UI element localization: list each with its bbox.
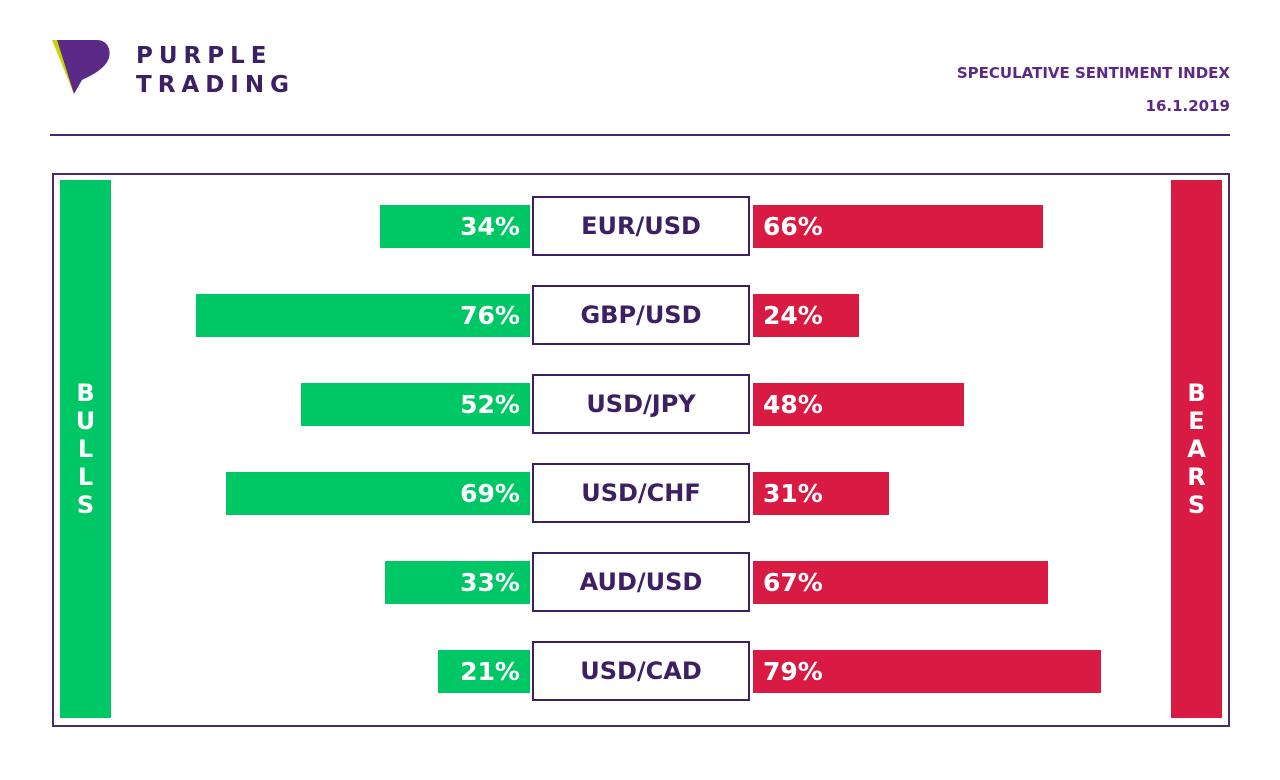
header-divider [50, 134, 1230, 136]
bulls-bar: 52% [301, 383, 530, 426]
bears-bar: 24% [753, 294, 859, 337]
bulls-label-letter: S [76, 491, 95, 519]
bears-label-letter: B [1187, 379, 1206, 407]
bulls-label-letter: B [76, 379, 95, 407]
bulls-value-label: 21% [460, 657, 520, 686]
bears-bar: 66% [753, 205, 1044, 248]
bears-label-letter: R [1187, 463, 1206, 491]
bears-value-label: 24% [763, 301, 823, 330]
bulls-bar: 76% [195, 294, 530, 337]
bears-label-letter: E [1188, 407, 1205, 435]
brand-line-1: PURPLE [136, 43, 273, 69]
bulls-bar: 69% [226, 472, 530, 515]
bears-value-label: 67% [763, 568, 823, 597]
brand-line-2: TRADING [136, 72, 295, 98]
currency-pair-label: EUR/USD [532, 196, 750, 256]
bulls-bar: 21% [437, 650, 530, 693]
bears-value-label: 66% [763, 212, 823, 241]
bulls-label-letter: L [77, 435, 94, 463]
bulls-value-label: 33% [460, 568, 520, 597]
bears-bar: 48% [753, 383, 965, 426]
bears-bar: 67% [753, 561, 1048, 604]
bulls-value-label: 52% [460, 390, 520, 419]
currency-pair-label: USD/JPY [532, 374, 750, 434]
currency-pair-label: AUD/USD [532, 552, 750, 612]
bears-label-letter: A [1187, 435, 1206, 463]
bulls-value-label: 34% [460, 212, 520, 241]
bulls-value-label: 76% [460, 301, 520, 330]
bears-bar: 31% [753, 472, 890, 515]
bulls-bar: 33% [384, 561, 530, 604]
currency-pair-label: GBP/USD [532, 285, 750, 345]
currency-pair-label: USD/CHF [532, 463, 750, 523]
bulls-bar: 34% [380, 205, 530, 248]
bears-value-label: 79% [763, 657, 823, 686]
bulls-label-letter: U [75, 407, 96, 435]
page-title: SPECULATIVE SENTIMENT INDEX [956, 64, 1230, 82]
bears-label-letter: S [1187, 491, 1206, 519]
brand-name: PURPLE TRADING [136, 42, 295, 100]
bears-value-label: 48% [763, 390, 823, 419]
chart-frame [52, 173, 1230, 727]
purple-trading-logo-icon [52, 40, 110, 94]
header-info: SPECULATIVE SENTIMENT INDEX 16.1.2019 [957, 57, 1230, 123]
report-date: 16.1.2019 [1145, 97, 1230, 115]
currency-pair-label: USD/CAD [532, 641, 750, 701]
bulls-value-label: 69% [460, 479, 520, 508]
bears-bar: 79% [753, 650, 1101, 693]
bears-value-label: 31% [763, 479, 823, 508]
bulls-label-letter: L [77, 463, 94, 491]
